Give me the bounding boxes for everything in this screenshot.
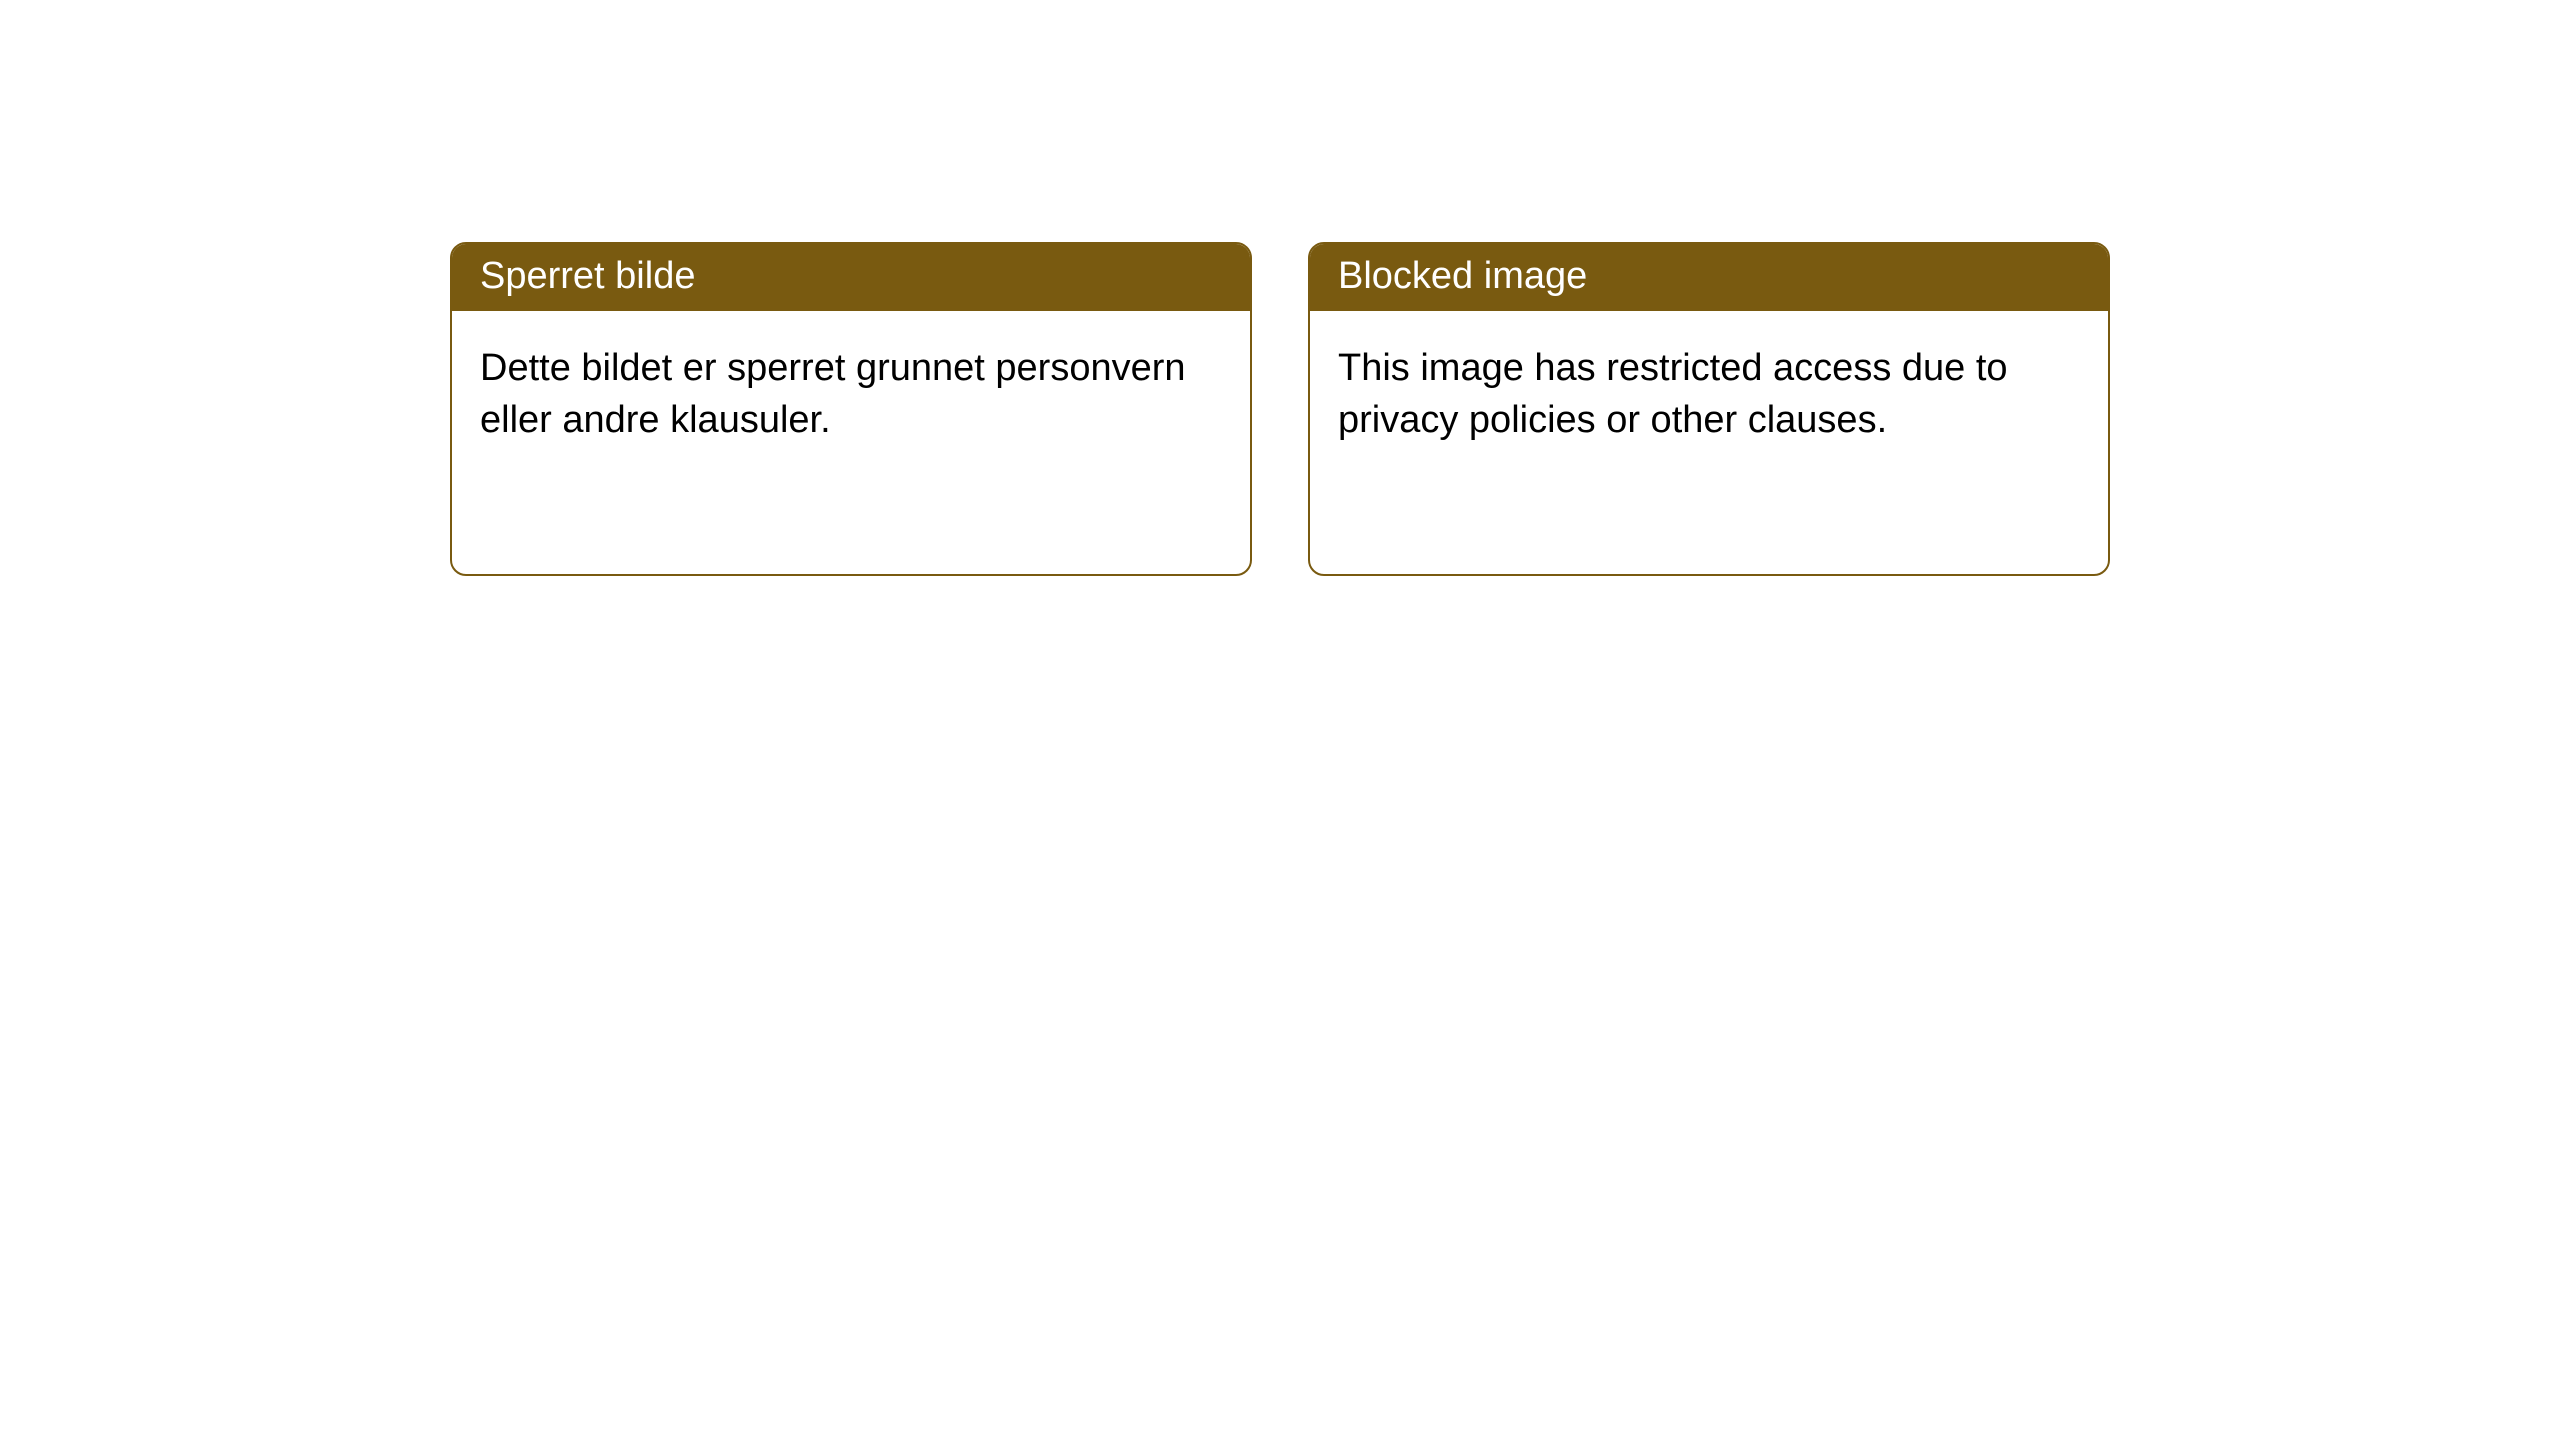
notice-body-english: This image has restricted access due to …: [1310, 311, 2108, 478]
notice-header-norwegian: Sperret bilde: [452, 244, 1250, 311]
notice-container: Sperret bilde Dette bildet er sperret gr…: [0, 0, 2560, 576]
notice-card-norwegian: Sperret bilde Dette bildet er sperret gr…: [450, 242, 1252, 576]
notice-card-english: Blocked image This image has restricted …: [1308, 242, 2110, 576]
notice-header-english: Blocked image: [1310, 244, 2108, 311]
notice-body-norwegian: Dette bildet er sperret grunnet personve…: [452, 311, 1250, 478]
